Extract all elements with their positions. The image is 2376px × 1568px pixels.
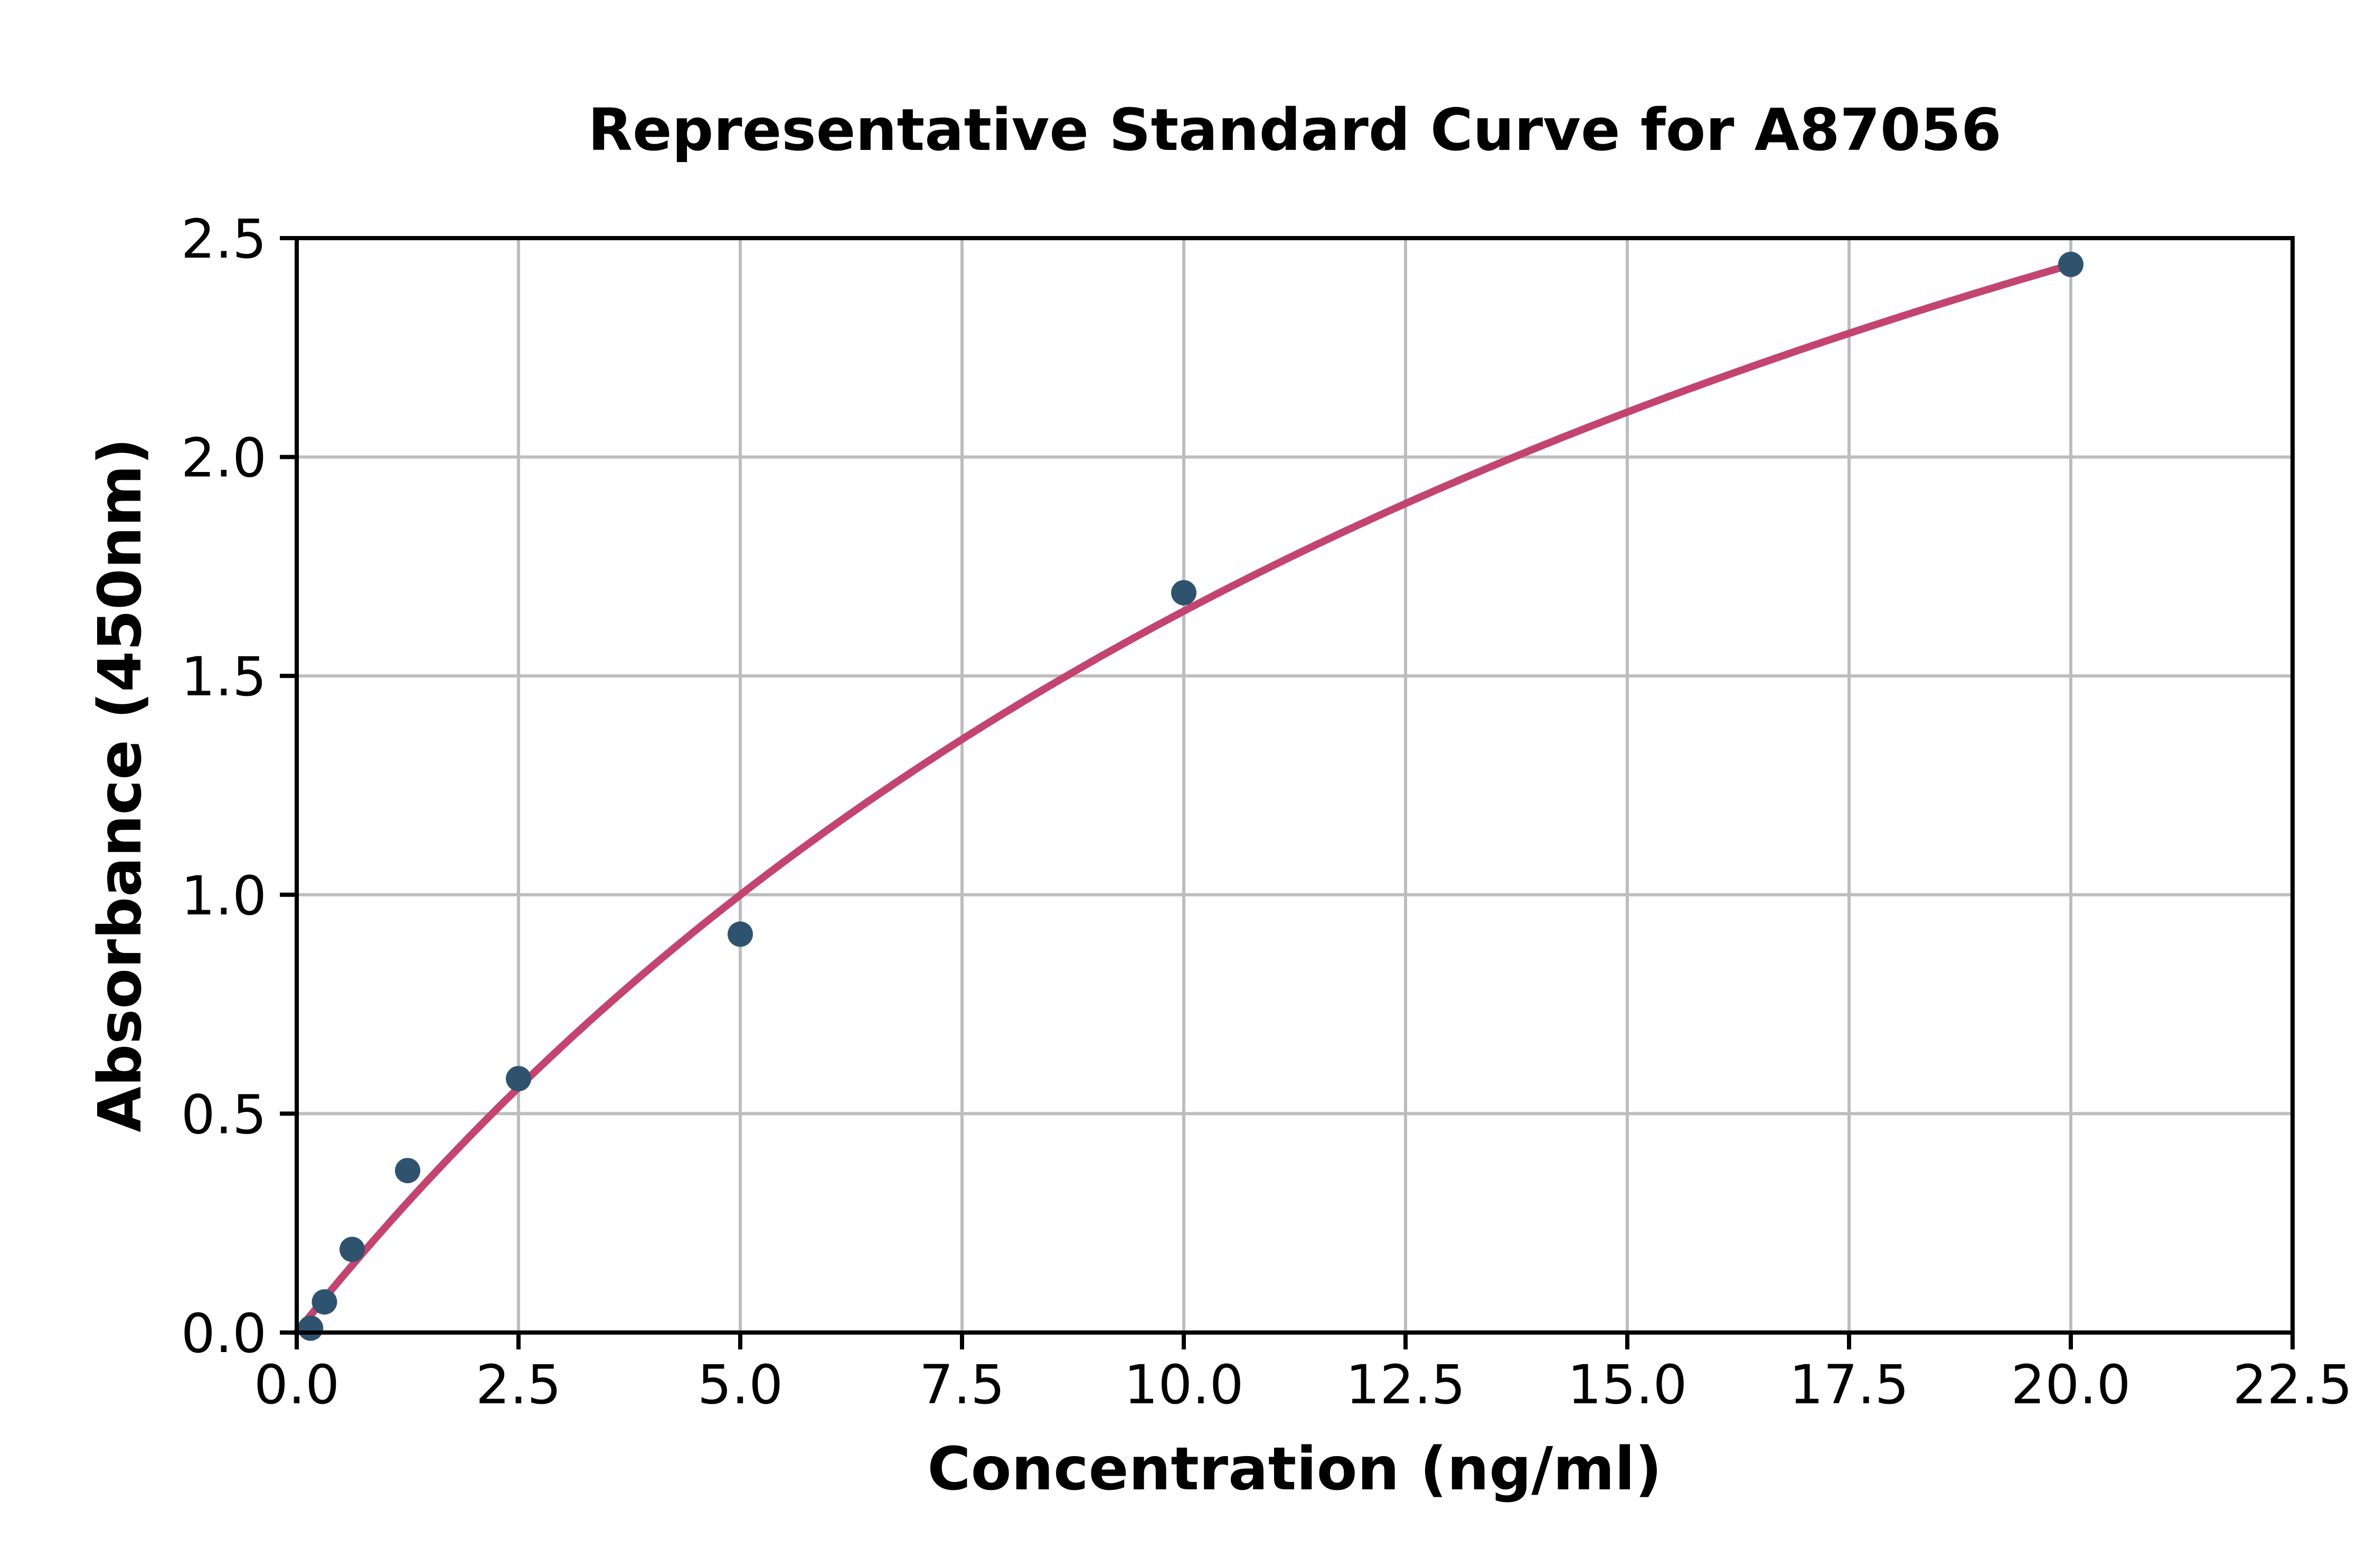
y-tick-label: 2.0 bbox=[181, 427, 267, 490]
fit-curve bbox=[293, 261, 2075, 1336]
x-tick-label: 12.5 bbox=[1345, 1354, 1465, 1416]
x-tick-label: 10.0 bbox=[1124, 1354, 1243, 1416]
grid-layer bbox=[297, 237, 2294, 1333]
y-tick-label: 0.0 bbox=[181, 1302, 267, 1365]
x-tick-label: 22.5 bbox=[2232, 1354, 2352, 1416]
data-point bbox=[506, 1066, 531, 1092]
x-tick-label: 7.5 bbox=[919, 1354, 1005, 1416]
x-tick-label: 5.0 bbox=[697, 1354, 783, 1416]
y-tick-label: 0.5 bbox=[181, 1083, 267, 1146]
plot-border bbox=[295, 236, 2295, 1335]
data-point bbox=[1171, 580, 1196, 606]
data-point bbox=[340, 1236, 365, 1262]
data-layer bbox=[293, 251, 2083, 1341]
data-point bbox=[395, 1158, 420, 1184]
x-tick-label: 2.5 bbox=[476, 1354, 561, 1416]
data-point bbox=[728, 921, 753, 947]
chart-title: Representative Standard Curve for A87056 bbox=[588, 96, 2002, 164]
data-point bbox=[312, 1289, 337, 1315]
x-tick-label: 0.0 bbox=[254, 1354, 340, 1416]
y-tick-label: 1.0 bbox=[181, 865, 267, 928]
y-tick-label: 1.5 bbox=[181, 646, 267, 709]
axis-layer: 0.0 2.5 5.0 7.5 10.0 12.5 15.0 17.5 20.0 22.5 0.0 0… bbox=[181, 208, 2353, 1416]
x-tick-label: 17.5 bbox=[1789, 1354, 1909, 1416]
x-tick-label: 15.0 bbox=[1567, 1354, 1687, 1416]
data-point bbox=[298, 1315, 324, 1341]
y-tick-label: 2.5 bbox=[181, 208, 267, 271]
y-axis-label: Absorbance (450nm) bbox=[86, 438, 155, 1132]
x-axis-label: Concentration (ng/ml) bbox=[927, 1435, 1662, 1504]
data-point bbox=[2058, 251, 2083, 277]
x-tick-label: 20.0 bbox=[2011, 1354, 2130, 1416]
